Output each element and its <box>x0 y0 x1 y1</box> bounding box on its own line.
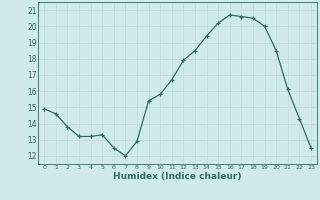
X-axis label: Humidex (Indice chaleur): Humidex (Indice chaleur) <box>113 172 242 181</box>
